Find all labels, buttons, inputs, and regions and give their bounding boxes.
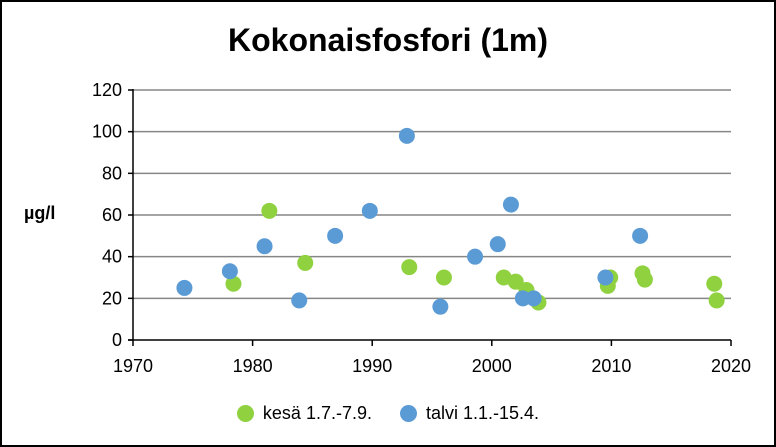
- point-series1-8: [467, 248, 484, 265]
- y-tick-label-40: 40: [102, 247, 122, 267]
- point-series1-14: [632, 227, 649, 244]
- data-points: [176, 127, 725, 315]
- chart-title: Kokonaisfosfori (1m): [227, 22, 549, 58]
- y-tick-label-120: 120: [92, 80, 122, 100]
- y-tick-label-80: 80: [102, 163, 122, 183]
- point-series0-14: [708, 292, 725, 309]
- x-tick-label-1980: 1980: [233, 356, 273, 376]
- point-series1-9: [489, 236, 506, 253]
- x-tick-label-1970: 1970: [113, 356, 153, 376]
- y-tick-label-0: 0: [112, 330, 122, 350]
- y-axis-label: µg/l: [24, 203, 56, 223]
- y-tick-label-20: 20: [102, 288, 122, 308]
- legend-label-talvi: talvi 1.1.-15.4.: [426, 403, 540, 423]
- point-series1-7: [432, 298, 449, 315]
- point-series0-3: [401, 259, 418, 276]
- legend-marker-talvi: [400, 405, 417, 422]
- y-tick-label-60: 60: [102, 205, 122, 225]
- y-tick-label-100: 100: [92, 122, 122, 142]
- point-series0-2: [297, 254, 314, 271]
- point-series1-13: [597, 269, 614, 286]
- x-tick-label-2010: 2010: [591, 356, 631, 376]
- legend-item-kesa: kesä 1.7.-7.9.: [236, 403, 372, 424]
- x-tick-label-2000: 2000: [472, 356, 512, 376]
- legend-item-talvi: talvi 1.1.-15.4.: [400, 403, 539, 424]
- x-tick-labels: 1970 1980 1990 2000 2010 2020: [113, 356, 751, 376]
- legend-marker-kesa: [236, 405, 254, 422]
- point-series1-12: [525, 290, 542, 307]
- point-series0-0: [225, 275, 242, 292]
- point-series1-3: [291, 292, 308, 309]
- point-series0-13: [706, 275, 723, 292]
- point-series1-5: [361, 202, 378, 219]
- point-series0-6: [507, 273, 524, 290]
- x-tick-label-2020: 2020: [711, 356, 751, 376]
- legend: kesä 1.7.-7.9. talvi 1.1.-15.4.: [2, 403, 774, 424]
- point-series1-0: [176, 279, 193, 296]
- legend-label-kesa: kesä 1.7.-7.9.: [262, 403, 372, 423]
- point-series0-4: [435, 269, 452, 286]
- point-series1-2: [256, 238, 273, 255]
- gridlines: [133, 89, 731, 300]
- point-series1-1: [221, 263, 238, 280]
- point-series1-10: [502, 196, 519, 213]
- point-series0-1: [261, 202, 278, 219]
- point-series1-6: [398, 127, 415, 144]
- axes: [128, 89, 732, 346]
- point-series1-4: [327, 227, 344, 244]
- point-series0-12: [636, 271, 653, 288]
- x-tick-label-1990: 1990: [352, 356, 392, 376]
- y-tick-labels: 0 20 40 60 80 100 120: [92, 80, 122, 350]
